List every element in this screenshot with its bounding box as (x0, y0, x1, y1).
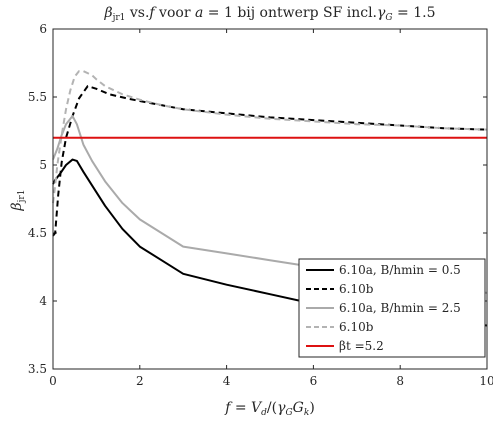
series-line-2 (52, 85, 488, 237)
y-tick-label: 3.5 (28, 362, 47, 376)
x-tick-label: 8 (396, 374, 404, 388)
y-tick-label: 4.5 (28, 226, 47, 240)
legend-label: 6.10a, B/hmin = 0.5 (339, 263, 461, 277)
x-tick-label: 2 (136, 374, 144, 388)
y-tick-label: 6 (39, 22, 47, 36)
legend-label: 6.10a, B/hmin = 2.5 (339, 301, 461, 315)
y-axis-label: βjr1 (9, 190, 27, 212)
x-tick-label: 0 (49, 374, 57, 388)
y-tick-label: 5 (39, 158, 47, 172)
legend-label: 6.10b (339, 320, 374, 334)
y-tick-label: 4 (39, 294, 47, 308)
plot-frame (52, 28, 488, 370)
legend: 6.10a, B/hmin = 0.5 6.10b 6.10a, B/hmin = … (298, 258, 486, 358)
legend-label: βt =5.2 (339, 339, 384, 353)
x-axis-label: f = Vd/(γGGk) (224, 400, 315, 418)
x-tick-label: 10 (479, 374, 493, 388)
series-line-4 (52, 70, 488, 204)
x-tick-label: 4 (223, 374, 231, 388)
y-tick-label: 5.5 (28, 90, 47, 104)
chart-title: βjr1 vs.f voor a = 1 bij ontwerp SF incl… (104, 5, 436, 23)
x-tick-label: 6 (310, 374, 318, 388)
legend-label: 6.10b (339, 282, 374, 296)
